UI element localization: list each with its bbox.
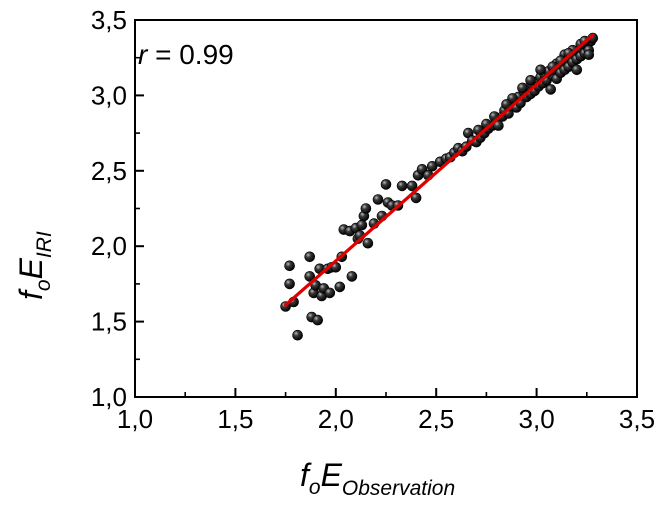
data-point [346, 271, 358, 282]
data-point [410, 192, 422, 204]
data-point [292, 329, 303, 341]
y-axis-title-sub: IRI [33, 231, 56, 258]
r-value: = 0.99 [147, 39, 233, 70]
x-tick-label: 1,0 [117, 404, 153, 434]
y-tick-label: 3,5 [91, 5, 127, 35]
x-tick-label: 1,5 [217, 404, 253, 434]
data-point [334, 281, 346, 293]
data-point [493, 120, 504, 131]
fit-line-layer [284, 33, 595, 307]
x-tick-label: 3,0 [519, 404, 555, 434]
data-point [545, 84, 557, 95]
x-tick-label: 2,5 [418, 404, 454, 434]
x-axis-title-sub: Observation [342, 477, 455, 500]
data-point [535, 64, 546, 76]
data-point [426, 161, 438, 172]
data-point [304, 271, 316, 282]
x-axis-title: foEObservation [300, 457, 455, 500]
x-axis-title-E: E [321, 457, 343, 493]
data-point [380, 179, 392, 190]
data-point [360, 203, 372, 214]
data-point [324, 287, 336, 299]
x-tick-label: 3,5 [619, 404, 655, 434]
data-point [356, 219, 368, 231]
data-point [396, 180, 408, 192]
y-axis-title: foEIRI [13, 231, 56, 300]
y-axis-title-sub-o: o [32, 279, 55, 291]
y-tick-label: 3,0 [91, 80, 127, 110]
x-axis-title-sub-o: o [309, 476, 321, 499]
data-point [304, 251, 316, 263]
y-tick-label: 1,5 [91, 307, 127, 337]
data-point [406, 180, 418, 192]
data-point [571, 64, 583, 76]
fit-line [284, 33, 595, 307]
r-symbol: r [138, 39, 149, 70]
data-point [372, 194, 384, 205]
correlation-annotation: r = 0.99 [138, 39, 234, 70]
y-axis-title-E: E [13, 257, 49, 279]
data-point [362, 237, 374, 249]
data-point [525, 75, 536, 86]
y-tick-label: 2,5 [91, 156, 127, 186]
data-points [280, 32, 599, 341]
data-point [312, 314, 324, 326]
y-tick-label: 2,0 [91, 231, 127, 261]
data-point [284, 278, 295, 290]
data-point [517, 82, 528, 94]
y-tick-label: 1,0 [91, 382, 127, 412]
data-point [583, 49, 595, 61]
data-point [284, 260, 295, 272]
x-tick-label: 2,0 [318, 404, 354, 434]
ticks: 1,0 1,5 2,0 2,5 3,0 3,5 1,0 1,5 2,0 2,5 3,0 3,5 [91, 5, 655, 434]
